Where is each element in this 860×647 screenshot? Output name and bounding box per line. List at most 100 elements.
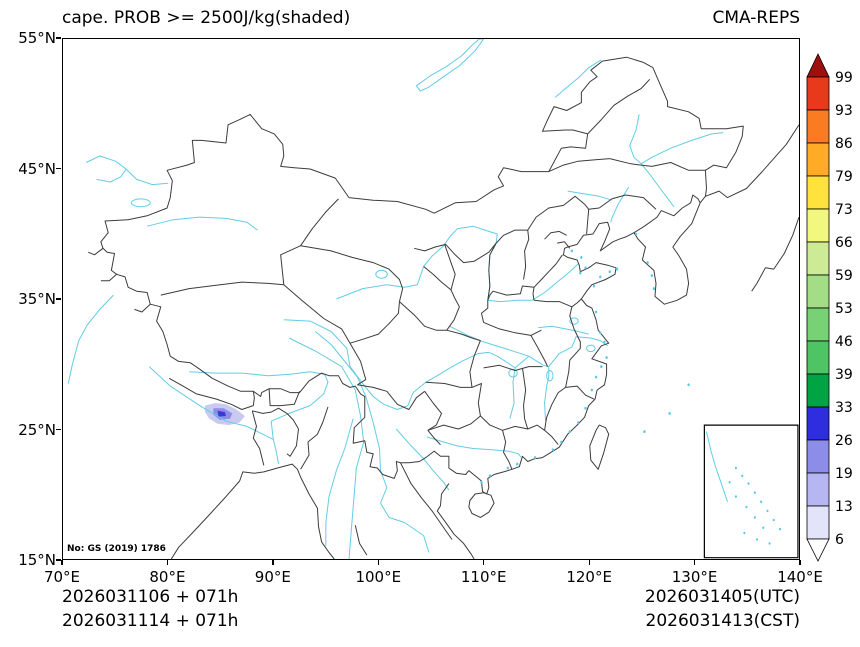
colorbar-level-label: 33 bbox=[835, 400, 853, 416]
colorbar-segment bbox=[806, 307, 830, 342]
songhua-river bbox=[641, 133, 723, 207]
nepal-border bbox=[169, 378, 254, 409]
colorbar-segment bbox=[806, 274, 830, 309]
colorbar-level-label: 99 bbox=[835, 70, 853, 86]
colorbar-level-label: 46 bbox=[835, 334, 853, 350]
colorbar-level-label: 6 bbox=[835, 532, 844, 548]
x-tick-label: 140°E bbox=[777, 568, 823, 586]
rivers-lakes bbox=[68, 39, 723, 559]
x-tick bbox=[166, 560, 169, 565]
y-tick bbox=[56, 37, 61, 39]
watermark: No: GS (2019) 1786 bbox=[67, 544, 166, 554]
colorbar-level-label: 73 bbox=[835, 202, 853, 218]
issyk-kul-lake bbox=[131, 199, 150, 207]
footer-init-times: 2026031106 + 071h 2026031114 + 071h bbox=[62, 585, 238, 633]
irrawaddy-river bbox=[326, 419, 353, 546]
y-tick bbox=[56, 428, 61, 431]
y-tick-label: 15°N bbox=[18, 551, 56, 569]
y-tick bbox=[56, 559, 61, 561]
init-time-utc: 2026031106 + 071h bbox=[62, 587, 239, 607]
colorbar-segment bbox=[806, 373, 830, 408]
x-tick bbox=[588, 560, 590, 565]
x-tick bbox=[483, 560, 485, 565]
taiwan-island bbox=[590, 425, 609, 469]
colorbar: 99 93 86 79 73 66 59 53 46 39 33 26 19 13 6 bbox=[806, 53, 853, 562]
x-tick-label: 90°E bbox=[254, 568, 291, 586]
colorbar-segment bbox=[806, 505, 830, 540]
colorbar-segment bbox=[806, 406, 830, 441]
colorbar-level-label: 79 bbox=[835, 169, 853, 185]
y-tick bbox=[56, 298, 61, 300]
colorbar-segment bbox=[806, 142, 830, 177]
colorbar-segment bbox=[806, 472, 830, 507]
model-label: CMA-REPS bbox=[712, 8, 800, 28]
colorbar-over-arrow bbox=[806, 53, 830, 78]
y-tick-label: 55°N bbox=[18, 29, 56, 47]
qinghai-lake bbox=[376, 270, 388, 278]
x-tick-label: 100°E bbox=[355, 568, 402, 586]
tarim-river bbox=[147, 217, 257, 230]
pearl-river bbox=[427, 437, 522, 458]
ganges-river bbox=[149, 367, 273, 440]
init-time-cst: 2026031114 + 071h bbox=[62, 611, 239, 631]
y-tick-label: 35°N bbox=[18, 290, 56, 308]
x-tick bbox=[693, 560, 696, 565]
colorbar-level-label: 59 bbox=[835, 268, 853, 284]
x-tick-label: 70°E bbox=[43, 568, 81, 586]
colorbar-segment bbox=[806, 439, 830, 474]
salween-river bbox=[289, 338, 364, 559]
y-tick bbox=[56, 167, 61, 170]
colorbar-level-label: 19 bbox=[835, 466, 853, 482]
vietnam-coast bbox=[437, 484, 474, 559]
colorbar-level-label: 53 bbox=[835, 301, 853, 317]
indus-river bbox=[68, 295, 113, 383]
colorbar-segment bbox=[806, 76, 830, 111]
map-frame: No: GS (2019) 1786 bbox=[62, 38, 800, 560]
russia-coast bbox=[705, 125, 799, 198]
x-tick-label: 80°E bbox=[149, 568, 186, 586]
colorbar-level-label: 13 bbox=[835, 499, 853, 515]
y-tick-label: 25°N bbox=[18, 420, 56, 439]
x-tick bbox=[272, 560, 274, 565]
y-tick-label: 45°N bbox=[18, 159, 56, 178]
x-tick bbox=[799, 560, 801, 565]
south-china-sea-inset bbox=[704, 425, 798, 558]
probability-shading bbox=[204, 403, 245, 426]
colorbar-under-arrow bbox=[806, 538, 830, 562]
bay-of-bengal-coast bbox=[171, 464, 334, 559]
colorbar-level-label: 26 bbox=[835, 433, 853, 449]
yangtze-river bbox=[284, 320, 608, 410]
mekong-river bbox=[315, 332, 429, 553]
colorbar-segment bbox=[806, 241, 830, 276]
plot-title: cape. PROB >= 2500J/kg(shaded) bbox=[62, 8, 351, 28]
boundaries-coastlines bbox=[88, 57, 799, 559]
china-outline bbox=[101, 57, 743, 494]
colorbar-segment bbox=[806, 175, 830, 210]
colorbar-level-label: 66 bbox=[835, 235, 853, 251]
x-tick-label: 120°E bbox=[566, 568, 612, 586]
valid-time-utc: 2026031405(UTC) bbox=[644, 587, 800, 607]
coastal-island-dots bbox=[480, 232, 690, 484]
colorbar-segment bbox=[806, 340, 830, 375]
colorbar-level-label: 39 bbox=[835, 367, 853, 383]
red-river bbox=[396, 429, 449, 490]
x-tick bbox=[377, 560, 379, 565]
hainan-island bbox=[469, 493, 494, 518]
x-tick bbox=[61, 560, 63, 565]
colorbar-segment bbox=[806, 109, 830, 144]
yarlung-tsangpo bbox=[189, 372, 328, 464]
x-tick-label: 110°E bbox=[460, 568, 507, 586]
korea-coast bbox=[634, 203, 700, 304]
colorbar-segment bbox=[806, 208, 830, 243]
colorbar-level-label: 86 bbox=[835, 136, 853, 152]
bhutan-border bbox=[269, 389, 299, 406]
x-tick-label: 130°E bbox=[671, 568, 718, 586]
china-map bbox=[63, 39, 799, 559]
colorbar-level-label: 93 bbox=[835, 103, 853, 119]
lake-baikal bbox=[416, 39, 483, 91]
japan-coast bbox=[752, 217, 799, 291]
yellow-river bbox=[336, 226, 578, 301]
valid-time-cst: 2026031413(CST) bbox=[645, 611, 800, 631]
footer-valid-times: 2026031405(UTC) 2026031413(CST) bbox=[480, 585, 800, 633]
